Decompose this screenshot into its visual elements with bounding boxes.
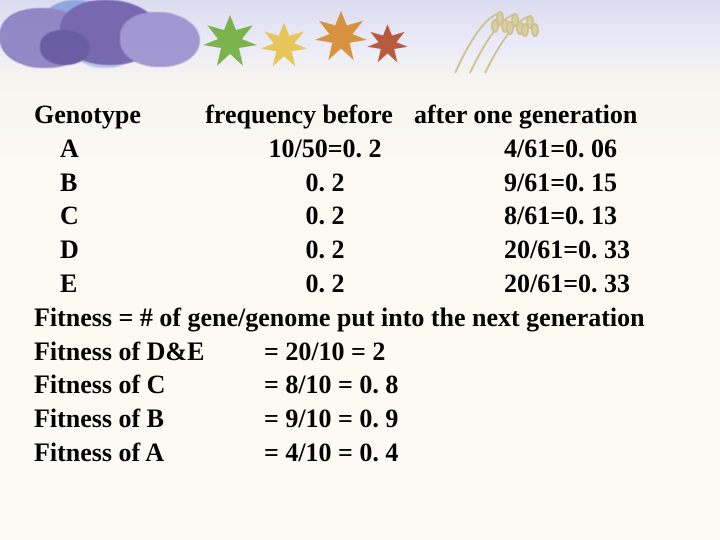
cell-before: 10/50=0. 2	[210, 132, 440, 166]
table-row: E 0. 2 20/61=0. 33	[34, 267, 700, 301]
cell-after: 20/61=0. 33	[440, 267, 700, 301]
fitness-value: = 4/10 = 0. 4	[264, 436, 398, 470]
cell-genotype: D	[34, 233, 210, 267]
cell-after: 9/61=0. 15	[440, 166, 700, 200]
fitness-label: Fitness of A	[34, 436, 264, 470]
fitness-label: Fitness of D&E	[34, 335, 264, 369]
cell-genotype: A	[34, 132, 210, 166]
header-genotype: Genotype	[34, 98, 184, 132]
decorative-banner	[0, 0, 720, 80]
header-after: after one generation	[414, 98, 700, 132]
cell-after: 4/61=0. 06	[440, 132, 700, 166]
maple-leaf-icon	[258, 20, 310, 72]
fitness-label: Fitness of C	[34, 368, 264, 402]
hydrangea-right	[0, 70, 200, 80]
fitness-value: = 9/10 = 0. 9	[264, 402, 398, 436]
cell-before: 0. 2	[210, 199, 440, 233]
table-header-row: Genotype frequency before after one gene…	[34, 98, 700, 132]
table-row: C 0. 2 8/61=0. 13	[34, 199, 700, 233]
cell-genotype: C	[34, 199, 210, 233]
cell-before: 0. 2	[210, 166, 440, 200]
table-row: D 0. 2 20/61=0. 33	[34, 233, 700, 267]
cell-genotype: E	[34, 267, 210, 301]
maple-leaf-icon	[312, 8, 370, 66]
maple-leaf-icon	[365, 22, 410, 67]
slide-text-block: Genotype frequency before after one gene…	[34, 98, 700, 470]
fitness-value: = 8/10 = 0. 8	[264, 368, 398, 402]
table-row: A 10/50=0. 2 4/61=0. 06	[34, 132, 700, 166]
fitness-value: = 20/10 = 2	[264, 335, 385, 369]
cell-after: 20/61=0. 33	[440, 233, 700, 267]
cell-before: 0. 2	[210, 267, 440, 301]
fitness-line: Fitness of A = 4/10 = 0. 4	[34, 436, 700, 470]
fitness-definition: Fitness = # of gene/genome put into the …	[34, 301, 700, 335]
cell-before: 0. 2	[210, 233, 440, 267]
maple-leaf-icon	[200, 12, 260, 72]
cell-genotype: B	[34, 166, 210, 200]
fitness-line: Fitness of C = 8/10 = 0. 8	[34, 368, 700, 402]
table-row: B 0. 2 9/61=0. 15	[34, 166, 700, 200]
fitness-line: Fitness of B = 9/10 = 0. 9	[34, 402, 700, 436]
wheat-icon	[450, 8, 550, 78]
header-before: frequency before	[184, 98, 414, 132]
fitness-line: Fitness of D&E = 20/10 = 2	[34, 335, 700, 369]
fitness-label: Fitness of B	[34, 402, 264, 436]
cell-after: 8/61=0. 13	[440, 199, 700, 233]
